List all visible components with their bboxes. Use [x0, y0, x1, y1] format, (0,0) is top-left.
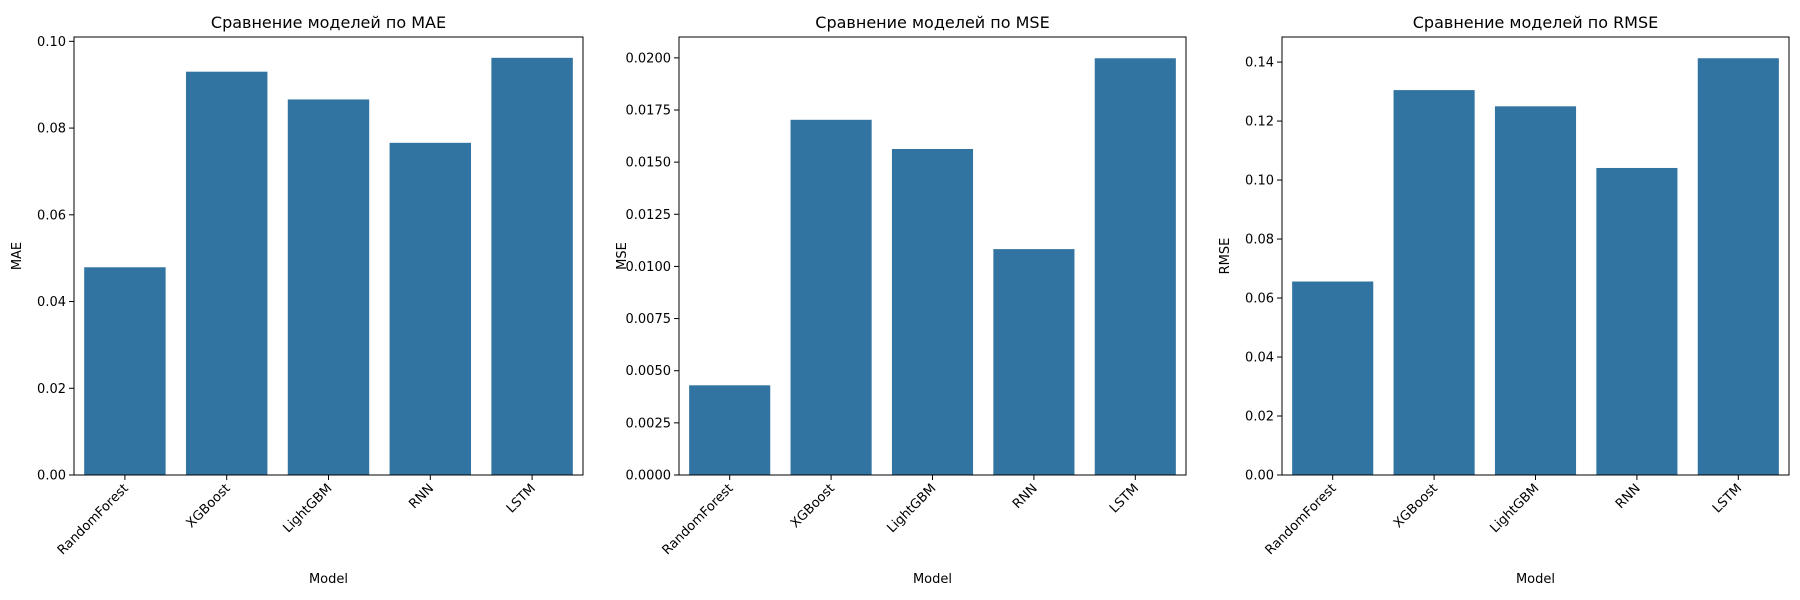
bar-lstm: [1094, 58, 1176, 476]
y-tick-label: 0.14: [1245, 56, 1274, 71]
bar-randomforest: [84, 267, 166, 475]
x-tick-label-xgboost: XGBoost: [1391, 481, 1441, 531]
y-tick-label: 0.12: [1245, 115, 1274, 130]
y-axis-label: MAE: [10, 242, 25, 270]
x-tick-label-randomforest: RandomForest: [660, 481, 737, 558]
y-tick-label: 0.00: [37, 469, 66, 484]
x-tick-label-lightgbm: LightGBM: [1487, 481, 1542, 536]
y-tick-label: 0.0200: [626, 51, 672, 66]
y-tick-label: 0.04: [37, 295, 66, 310]
x-tick-label-rnn: RNN: [406, 481, 437, 512]
y-tick-label: 0.10: [37, 35, 66, 50]
y-axis-label: MSE: [615, 242, 630, 270]
bar-rnn: [389, 142, 472, 475]
bar-randomforest: [689, 385, 771, 475]
y-tick-label: 0.08: [1245, 233, 1274, 248]
x-tick-label-lstm: LSTM: [1107, 481, 1142, 516]
y-tick-label: 0.02: [1245, 410, 1274, 425]
y-tick-label: 0.0050: [626, 364, 672, 379]
x-tick-label-xgboost: XGBoost: [184, 481, 234, 531]
x-tick-label-lightgbm: LightGBM: [280, 481, 335, 536]
x-tick-label-rnn: RNN: [1010, 481, 1041, 512]
y-tick-label: 0.0125: [626, 208, 672, 223]
bar-rnn: [1596, 167, 1678, 475]
y-tick-label: 0.0000: [626, 469, 672, 484]
y-tick-label: 0.06: [37, 208, 66, 223]
y-axis-label: RMSE: [1218, 238, 1233, 275]
x-tick-label-xgboost: XGBoost: [788, 481, 838, 531]
x-tick-label-rnn: RNN: [1613, 481, 1644, 512]
chart-title: Сравнение моделей по RMSE: [1413, 13, 1659, 32]
bar-lstm: [1697, 58, 1779, 476]
bar-xgboost: [790, 119, 872, 476]
bar-xgboost: [1393, 90, 1475, 475]
bar-lightgbm: [287, 99, 370, 475]
bar-xgboost: [185, 71, 268, 475]
bar-lightgbm: [1494, 106, 1577, 475]
y-tick-label: 0.0150: [626, 156, 672, 171]
y-tick-label: 0.08: [37, 122, 66, 137]
y-tick-label: 0.06: [1245, 292, 1274, 307]
y-tick-label: 0.00: [1245, 469, 1274, 484]
bar-lightgbm: [891, 149, 974, 475]
bar-rnn: [993, 249, 1075, 475]
x-tick-label-lightgbm: LightGBM: [884, 481, 939, 536]
y-tick-label: 0.0025: [626, 416, 672, 431]
y-tick-label: 0.04: [1245, 351, 1274, 366]
chart-title: Сравнение моделей по MAE: [211, 13, 446, 32]
chart-panel-1: 0.00 0.02 0.04 0.06 0.08 0.10 RandomForest XGBo…: [10, 13, 584, 587]
y-tick-label: 0.10: [1245, 174, 1274, 189]
chart-title: Сравнение моделей по MSE: [815, 13, 1049, 32]
y-tick-label: 0.0175: [626, 104, 672, 119]
x-tick-label-randomforest: RandomForest: [1263, 481, 1340, 558]
x-axis-label: Model: [309, 572, 348, 587]
y-tick-label: 0.02: [37, 382, 66, 397]
y-tick-label: 0.0075: [626, 312, 672, 327]
bar-lstm: [491, 57, 573, 475]
chart-panel-3: 0.00 0.02 0.04 0.06 0.08 0.10 0.12 0.14 RandomFo…: [1218, 13, 1790, 587]
chart-panel-2: 0.0000 0.0025 0.0050 0.0075 0.0100 0.0125 0.01…: [615, 13, 1187, 587]
y-tick-label: 0.0100: [626, 260, 672, 275]
x-tick-label-lstm: LSTM: [1710, 481, 1745, 516]
x-tick-label-lstm: LSTM: [504, 481, 539, 516]
bar-randomforest: [1292, 281, 1374, 475]
x-axis-label: Model: [913, 572, 952, 587]
x-tick-label-randomforest: RandomForest: [55, 481, 132, 558]
x-axis-label: Model: [1516, 572, 1555, 587]
